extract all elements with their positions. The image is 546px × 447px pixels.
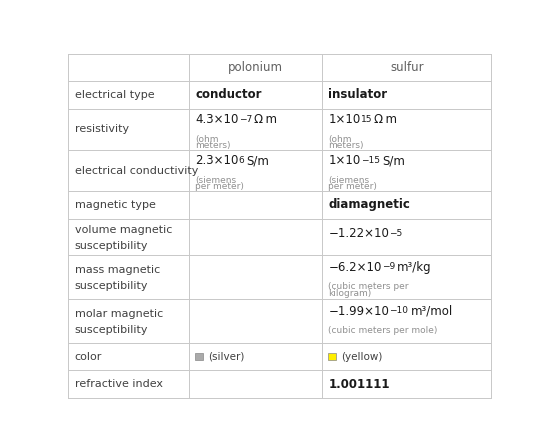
Text: meters): meters) (329, 141, 364, 150)
Text: (yellow): (yellow) (341, 352, 383, 362)
Text: m³/kg: m³/kg (397, 261, 432, 274)
Text: 2.3×10: 2.3×10 (195, 154, 239, 167)
Text: −7: −7 (239, 115, 252, 124)
Text: volume magnetic: volume magnetic (75, 225, 172, 235)
Text: 1.001111: 1.001111 (329, 378, 390, 391)
Text: (siemens: (siemens (329, 176, 370, 185)
Text: Ω m: Ω m (375, 113, 397, 126)
Text: susceptibility: susceptibility (75, 281, 148, 291)
Text: electrical type: electrical type (75, 90, 154, 100)
Text: Ω m: Ω m (254, 113, 277, 126)
Text: (silver): (silver) (208, 352, 244, 362)
Text: molar magnetic: molar magnetic (75, 309, 163, 319)
Text: electrical conductivity: electrical conductivity (75, 165, 198, 176)
Text: mass magnetic: mass magnetic (75, 265, 160, 275)
Text: −1.22×10: −1.22×10 (329, 227, 389, 240)
Text: sulfur: sulfur (390, 61, 424, 74)
Text: −10: −10 (389, 306, 408, 316)
Text: kilogram): kilogram) (329, 289, 372, 298)
Text: −1.99×10: −1.99×10 (329, 305, 389, 318)
Text: m³/mol: m³/mol (411, 305, 453, 318)
Text: diamagnetic: diamagnetic (329, 198, 411, 211)
Bar (195, 354, 203, 360)
Text: (ohm: (ohm (195, 135, 219, 144)
Text: 15: 15 (361, 115, 372, 124)
Text: 1×10: 1×10 (329, 154, 361, 167)
Text: −15: −15 (361, 156, 379, 165)
Text: refractive index: refractive index (75, 379, 163, 389)
Text: S/m: S/m (246, 154, 269, 167)
Text: magnetic type: magnetic type (75, 200, 156, 210)
Text: −6.2×10: −6.2×10 (329, 261, 382, 274)
Text: 6: 6 (239, 156, 244, 165)
Text: (cubic meters per: (cubic meters per (329, 283, 409, 291)
Text: conductor: conductor (195, 89, 262, 101)
Text: susceptibility: susceptibility (75, 325, 148, 335)
Text: per meter): per meter) (329, 182, 377, 191)
Text: color: color (75, 352, 102, 362)
Text: polonium: polonium (228, 61, 283, 74)
Text: S/m: S/m (382, 154, 405, 167)
Bar (329, 354, 336, 360)
Text: per meter): per meter) (195, 182, 244, 191)
Text: −9: −9 (382, 262, 395, 271)
Text: insulator: insulator (329, 89, 388, 101)
Text: resistivity: resistivity (75, 124, 129, 134)
Text: 1×10: 1×10 (329, 113, 361, 126)
Text: meters): meters) (195, 141, 231, 150)
Text: susceptibility: susceptibility (75, 241, 148, 251)
Text: (siemens: (siemens (195, 176, 236, 185)
Text: (ohm: (ohm (329, 135, 352, 144)
Text: (cubic meters per mole): (cubic meters per mole) (329, 326, 438, 335)
Text: 4.3×10: 4.3×10 (195, 113, 239, 126)
Text: −5: −5 (389, 228, 402, 237)
